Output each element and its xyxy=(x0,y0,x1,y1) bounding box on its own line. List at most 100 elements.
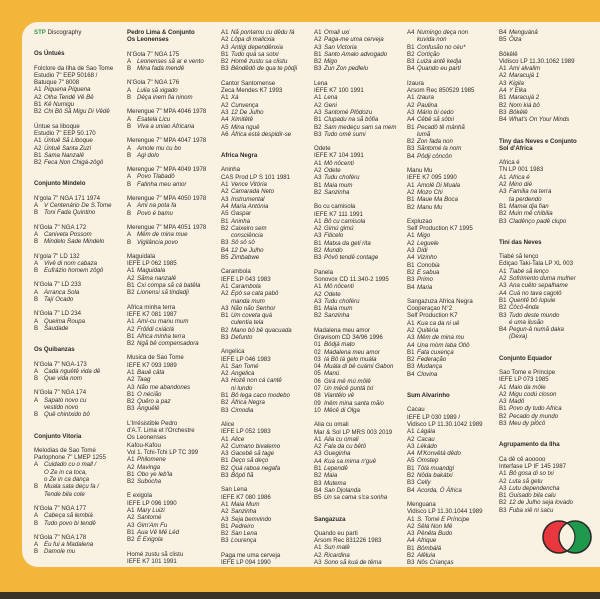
track-item: A Cuidado cu o mall / xyxy=(34,461,127,468)
track-code: A3 xyxy=(499,282,507,290)
artist-heading: Sangazuza xyxy=(314,515,346,523)
track-code: A3 xyxy=(407,530,415,538)
track-code: A2 xyxy=(314,225,322,233)
track-item: A2 Camarada Neto xyxy=(221,188,314,195)
track-item: A4 Maria Antónia xyxy=(221,203,314,210)
release-info: N'Gola 7" LD 234 xyxy=(34,310,82,318)
track-title: Zimbabwe xyxy=(231,254,260,262)
track-item: B Déça inem fia ninom xyxy=(127,94,220,101)
track-code: A1 xyxy=(314,217,322,225)
track-title: (Dexa) xyxy=(509,333,528,341)
track-item: A1 Izaura xyxy=(407,94,500,101)
track-item: A4 Vizinho xyxy=(407,254,500,261)
track-title: Sofrimento duma mulher xyxy=(509,275,576,283)
track-title: Angelica xyxy=(231,370,255,378)
track-code: A4 xyxy=(407,116,415,124)
release-info: Estudio 7" EEP 50.170 xyxy=(34,129,96,137)
track-code: B xyxy=(127,238,132,246)
track-code: A2 xyxy=(221,188,229,196)
track-code: A1 xyxy=(407,319,415,327)
track-code: A1 xyxy=(499,65,507,73)
track-code: A2 xyxy=(407,522,415,530)
track-title: Sono sã kuá de têma xyxy=(324,559,382,566)
track-title: Mino dié xyxy=(509,181,533,189)
track-code: A1 xyxy=(221,500,229,508)
release-info: N'Gola 7" NGA-173 xyxy=(34,360,87,368)
track-title: Pedreiro xyxy=(231,522,255,530)
track-item: A3 Tudu choféru xyxy=(314,298,407,305)
track-title: Migu codú closon xyxy=(509,390,557,398)
spacer xyxy=(34,440,127,447)
track-item: A1 Vence Vitória xyxy=(221,181,314,188)
release-info: IEFE K7 111 1991 xyxy=(314,210,363,218)
track-title: Mamai dja fian xyxy=(509,202,549,210)
track-code: A2 xyxy=(499,477,507,485)
track-code: B4 xyxy=(407,283,415,291)
track-item: A1 Maguidala xyxy=(127,267,220,274)
track-code: A1 xyxy=(127,368,135,376)
track-title: Sama Nanzalê xyxy=(44,151,84,159)
track-code: B2 xyxy=(221,530,229,538)
track-title: Anguêlê xyxy=(137,405,160,413)
release-info: Merengue 7" MPA 4046 1978 xyxy=(127,108,207,116)
track-code: B4 xyxy=(407,152,415,160)
track-code: B1 xyxy=(34,151,42,159)
track-item: A3 Mêm de mina mu xyxy=(407,334,500,341)
track-item: 01 Bôdjá mato xyxy=(314,341,407,348)
track-item: A1 Carambola xyxy=(221,283,314,290)
track-code: B2 xyxy=(127,478,135,486)
track-code: B5 xyxy=(314,494,322,502)
column-5: A4 Numingo deça non kuvida non B1 Confusão n… xyxy=(407,29,500,567)
track-code: B4 xyxy=(221,246,229,254)
track-title: Luiza antê kedja xyxy=(417,58,462,66)
track-code: B2 xyxy=(407,472,415,480)
track-title: Madô xyxy=(509,398,525,406)
track-title: Meu dy plôcô xyxy=(509,420,546,428)
track-code: A1 xyxy=(221,435,229,443)
track-item: A1 Nã pontamu cu dêdu fá xyxy=(221,29,314,36)
track-title: Clovina xyxy=(417,370,438,378)
track-code: A1 xyxy=(407,232,415,240)
track-code: B3 xyxy=(499,420,507,428)
track-title: Maria Antónia xyxy=(231,202,269,210)
track-item: B3 Bêndêdô de qua te pôdji xyxy=(221,65,314,72)
track-code: B1 xyxy=(314,305,322,313)
release-info: N'Gola 7" LD 233 xyxy=(34,281,82,289)
track-code: A3 xyxy=(221,195,229,203)
track-code: B4 xyxy=(407,65,415,73)
track-title: Pênêta Budo xyxy=(417,530,453,538)
track-title: Um coveta quá xyxy=(231,312,272,320)
track-title: Defunto xyxy=(231,333,253,341)
track-code: A1 xyxy=(407,515,415,523)
track-title: Cuá no tava cagolô xyxy=(509,289,562,297)
track-code: B3 xyxy=(407,479,415,487)
track-title: Omali uxi xyxy=(324,29,350,36)
track-item: B5 Un sa cama s'ca sonha xyxy=(314,494,407,501)
artist-heading: Conjunto Vitoria xyxy=(34,432,82,440)
red-green-circles-logo-icon xyxy=(542,520,592,554)
track-code: B2 xyxy=(221,464,229,472)
spacer xyxy=(34,58,127,65)
release-info: Musica de Sao Tome xyxy=(127,354,184,362)
track-item: A2 Ricardina xyxy=(314,552,407,559)
track-code: B1 xyxy=(221,217,229,225)
track-item: A1 Lágáia xyxy=(407,428,500,435)
artist-heading: Conjunto Mindelo xyxy=(34,180,86,188)
release-info: Merengue 7" MPA 4049 1978 xyxy=(127,166,207,174)
track-title: Sãma nanzalê xyxy=(137,274,176,282)
track-code: B5 xyxy=(499,36,507,44)
track-item: A1 Úntuê Sã Liboque xyxy=(34,137,127,144)
track-item: A3 Não me abandones xyxy=(127,384,220,391)
track-item: B3 Zun Zon pedlelu xyxy=(314,65,407,72)
track-item: o Ze in ca dança xyxy=(34,476,127,483)
track-title: Amole mu cu bo xyxy=(137,144,182,152)
track-title: Caixeiro sem xyxy=(231,224,267,232)
track-code: A2 xyxy=(221,370,229,378)
release-info: Alice xyxy=(221,420,235,428)
track-code: A2 xyxy=(34,144,42,152)
track-title: Bômbálá xyxy=(417,544,442,552)
track-title: Cimodia xyxy=(231,406,254,414)
track-code: A xyxy=(34,259,39,267)
track-title: O nécião xyxy=(137,390,162,398)
track-item: B4 Clovina xyxy=(407,371,500,378)
